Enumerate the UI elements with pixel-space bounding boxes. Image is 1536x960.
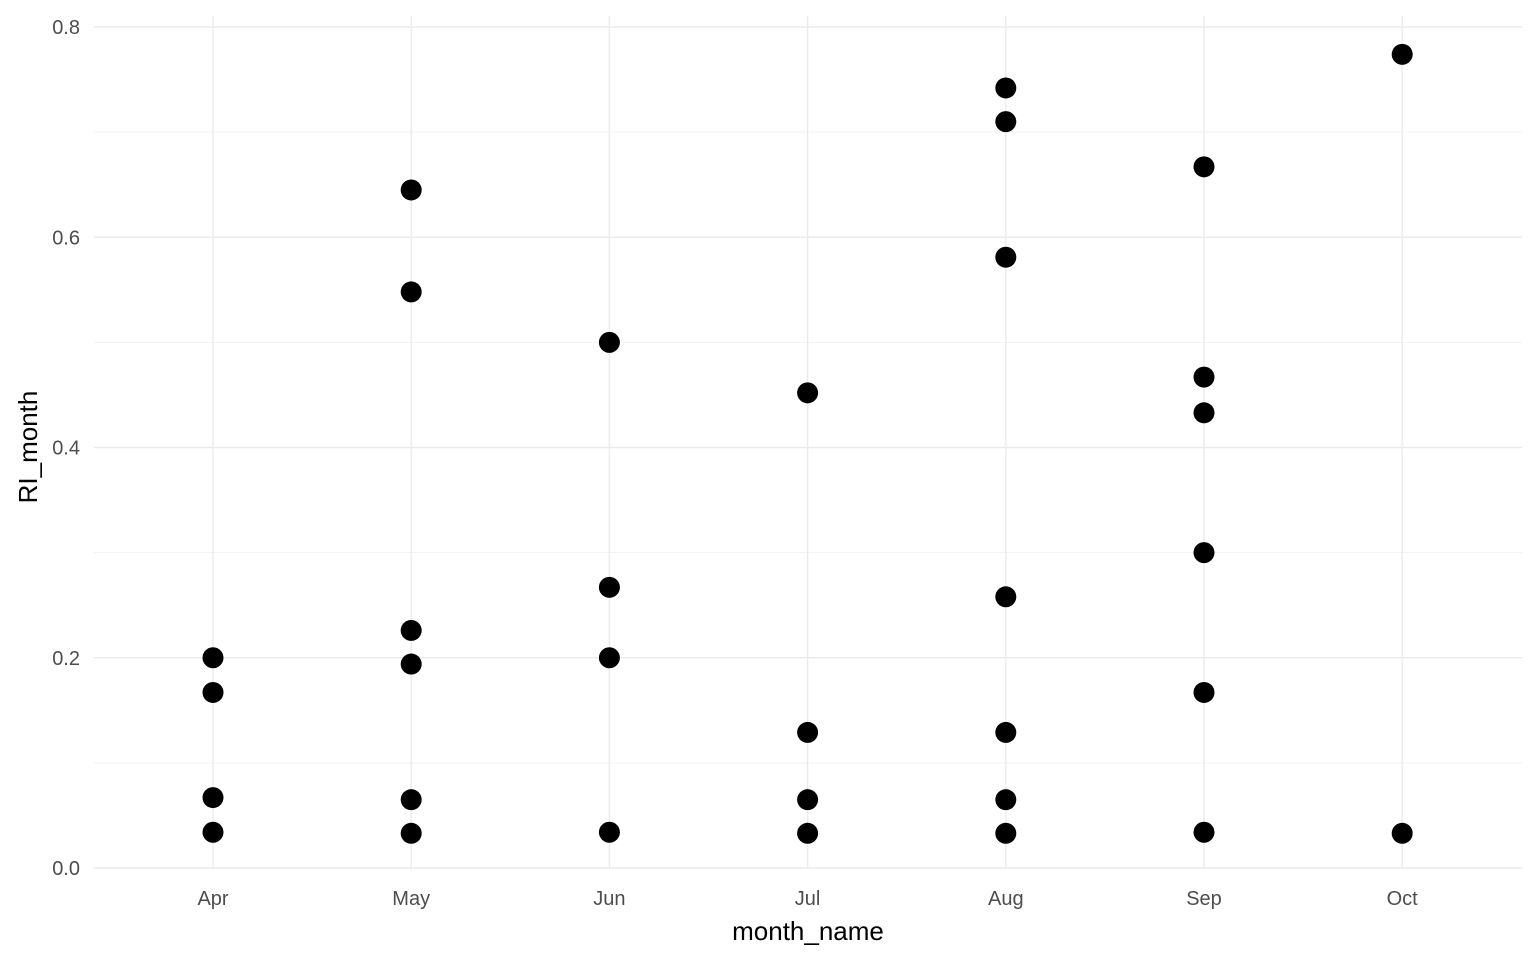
data-point [202,681,224,703]
data-point [400,179,422,201]
y-tick-label: 0.8 [52,17,80,39]
data-point [995,721,1017,743]
x-tick-label: May [392,888,430,910]
data-points [202,43,1413,844]
data-point [1193,681,1215,703]
x-tick-label: Sep [1186,888,1222,910]
data-point [797,382,819,404]
x-axis-title: month_name [732,916,884,946]
y-axis-title: RI_month [13,391,43,504]
data-point [1391,43,1413,65]
x-tick-label: Jun [593,888,625,910]
data-point [995,586,1017,608]
y-tick-label: 0.6 [52,227,80,249]
data-point [995,246,1017,268]
data-point [797,721,819,743]
data-point [598,821,620,843]
data-point [995,789,1017,811]
y-tick-label: 0.4 [52,438,80,460]
data-point [995,111,1017,133]
data-point [1193,366,1215,388]
data-point [400,789,422,811]
data-point [400,281,422,303]
data-point [400,822,422,844]
y-tick-label: 0.2 [52,648,80,670]
data-point [1193,156,1215,178]
data-point [598,331,620,353]
data-point [202,647,224,669]
data-point [400,619,422,641]
data-point [598,576,620,598]
x-axis-tick-labels: Apr May Jun Jul Aug Sep Oct [197,888,1418,910]
data-point [995,822,1017,844]
data-point [1391,822,1413,844]
data-point [400,653,422,675]
data-point [797,822,819,844]
data-point [1193,402,1215,424]
data-point [995,77,1017,99]
data-point [202,821,224,843]
y-tick-label: 0.0 [52,858,80,880]
x-tick-label: Apr [197,888,228,910]
data-point [202,787,224,809]
data-point [1193,542,1215,564]
data-point [1193,821,1215,843]
x-tick-label: Aug [988,888,1024,910]
y-axis-tick-labels: 0.0 0.2 0.4 0.6 0.8 [52,17,80,880]
data-point [598,647,620,669]
data-point [797,789,819,811]
x-tick-label: Jul [795,888,821,910]
x-tick-label: Oct [1387,888,1419,910]
